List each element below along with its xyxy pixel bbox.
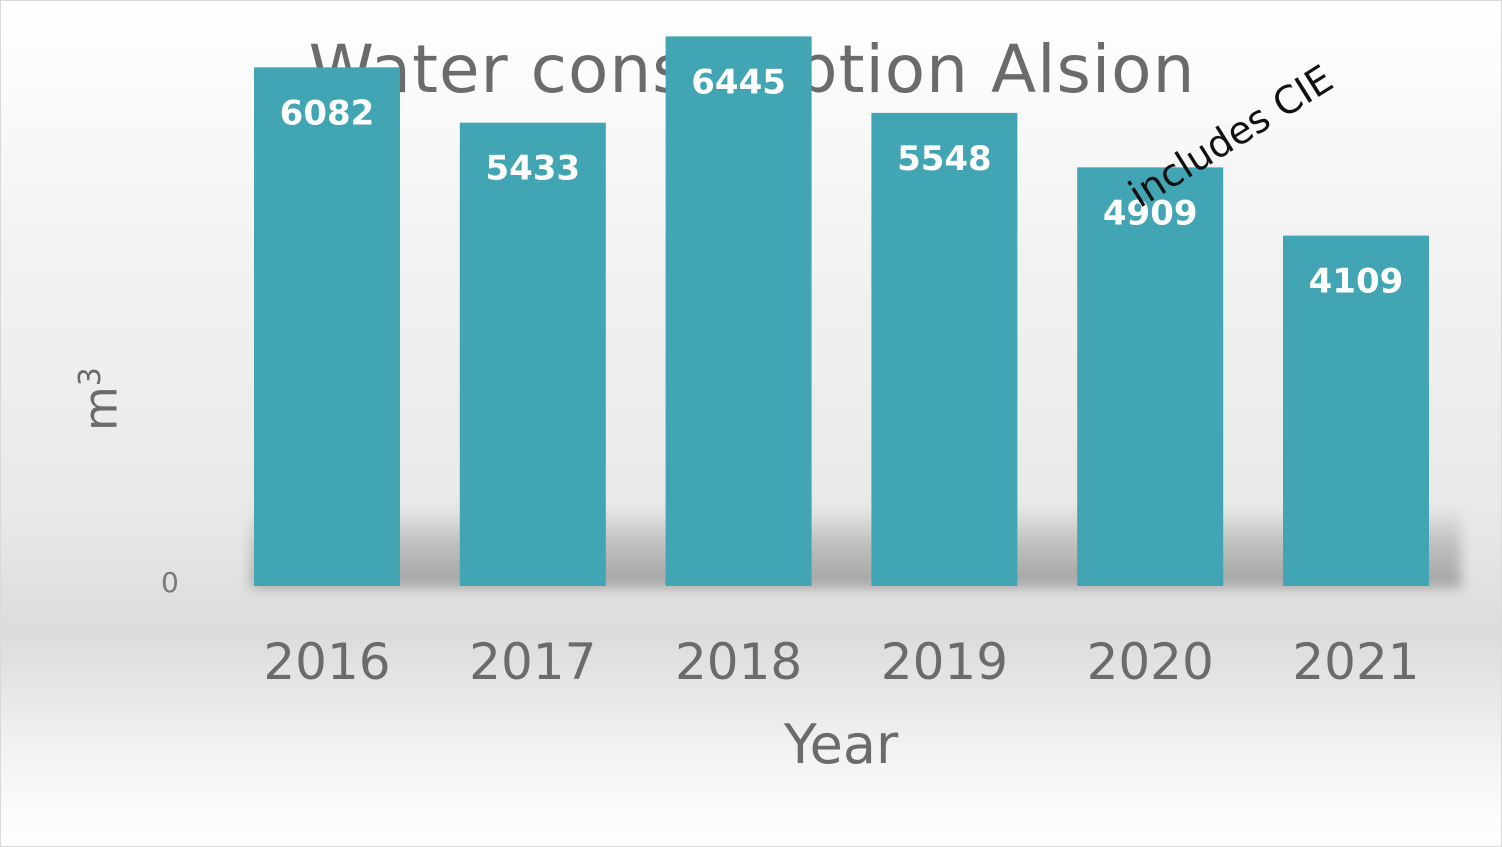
x-axis-label: Year <box>783 713 899 776</box>
x-tick-label-2021: 2021 <box>1292 633 1419 691</box>
x-tick-label-2018: 2018 <box>675 633 802 691</box>
bar-value-label-2016: 6082 <box>280 93 375 133</box>
x-tick-label-2017: 2017 <box>469 633 596 691</box>
bar-value-label-2017: 5433 <box>485 149 580 189</box>
bar-2018 <box>665 36 812 586</box>
x-tick-label-2019: 2019 <box>881 633 1008 691</box>
y-tick-label-zero: 0 <box>161 566 179 599</box>
bar-value-label-2018: 6445 <box>691 62 786 102</box>
bar-value-label-2019: 5548 <box>897 139 992 179</box>
x-tick-label-2020: 2020 <box>1087 633 1214 691</box>
bar-2020 <box>1077 167 1224 586</box>
bar-2021 <box>1283 235 1429 587</box>
x-tick-label-2016: 2016 <box>263 633 390 691</box>
bar-value-label-2020: 4909 <box>1103 193 1198 233</box>
bar-floor-shadow <box>251 506 1461 588</box>
bar-2019 <box>871 112 1018 586</box>
bar-value-label-2021: 4109 <box>1309 262 1404 302</box>
bar-2017 <box>459 122 606 586</box>
bar-2016 <box>254 67 400 587</box>
